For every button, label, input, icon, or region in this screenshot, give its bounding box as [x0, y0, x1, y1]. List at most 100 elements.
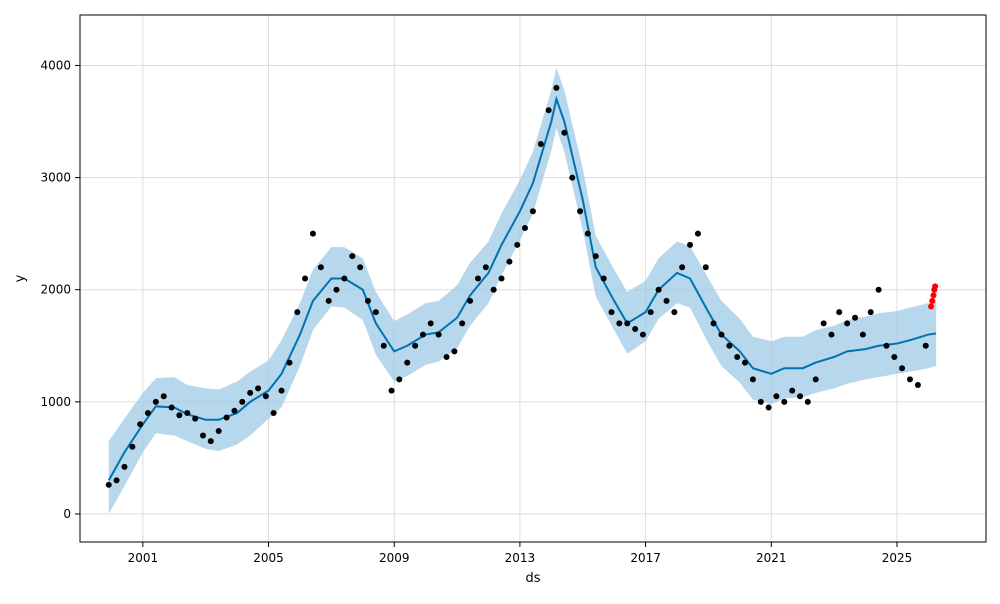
forecast-line-group	[107, 95, 937, 481]
observed-point	[129, 443, 136, 450]
observed-point	[474, 275, 481, 282]
observed-point	[906, 376, 913, 383]
observed-point	[702, 264, 709, 271]
observed-point	[286, 359, 293, 366]
observed-point	[718, 331, 725, 338]
observed-point	[435, 331, 442, 338]
x-axis-label: ds	[525, 571, 540, 586]
observed-point	[781, 398, 788, 405]
observed-point	[828, 331, 835, 338]
observed-point	[663, 297, 670, 304]
observed-point	[294, 309, 301, 316]
observed-point	[914, 382, 921, 389]
observed-point	[789, 387, 796, 394]
observed-point	[121, 463, 128, 470]
observed-point	[302, 275, 309, 282]
observed-point	[883, 342, 890, 349]
observed-point	[255, 385, 262, 392]
observed-point	[687, 241, 694, 248]
observed-point	[647, 309, 654, 316]
recent-point	[932, 283, 939, 290]
observed-point	[867, 309, 874, 316]
observed-point	[600, 275, 607, 282]
recent-point	[930, 292, 937, 299]
observed-point	[396, 376, 403, 383]
observed-point	[537, 140, 544, 147]
observed-point	[144, 410, 151, 417]
observed-point	[200, 432, 207, 439]
observed-point	[726, 342, 733, 349]
observed-point	[239, 398, 246, 405]
observed-point	[616, 320, 623, 327]
observed-point	[247, 389, 254, 396]
uncertainty-band	[108, 67, 937, 514]
observed-point	[184, 410, 191, 417]
observed-point	[655, 286, 662, 293]
x-tick-label: 2021	[756, 551, 787, 565]
recent-point	[928, 303, 935, 310]
observed-point	[380, 342, 387, 349]
x-tick-label: 2005	[253, 551, 284, 565]
observed-point	[333, 286, 340, 293]
observed-point	[105, 481, 112, 488]
y-tick-label: 4000	[40, 58, 71, 72]
observed-point	[231, 407, 238, 414]
observed-point	[482, 264, 489, 271]
observed-point	[113, 477, 120, 484]
observed-point	[192, 415, 199, 422]
observed-point	[262, 393, 269, 400]
observed-point	[820, 320, 827, 327]
observed-point	[404, 359, 411, 366]
observed-point	[757, 398, 764, 405]
observed-point	[160, 393, 167, 400]
observed-point	[749, 376, 756, 383]
observed-point	[797, 393, 804, 400]
observed-point	[773, 393, 780, 400]
observed-point	[207, 438, 214, 445]
observed-point	[679, 264, 686, 271]
y-tick-label: 0	[63, 507, 71, 521]
observed-point	[922, 342, 929, 349]
observed-point	[309, 230, 316, 237]
observed-point	[694, 230, 701, 237]
observed-point	[278, 387, 285, 394]
observed-point	[372, 309, 379, 316]
observed-point	[325, 297, 332, 304]
observed-point	[388, 387, 395, 394]
observed-point	[891, 353, 898, 360]
observed-point	[577, 208, 584, 215]
observed-point	[427, 320, 434, 327]
observed-point	[899, 365, 906, 372]
observed-point	[506, 258, 513, 265]
x-tick-label: 2013	[505, 551, 536, 565]
observed-point	[553, 84, 560, 91]
observed-point	[168, 404, 175, 411]
observed-point	[349, 253, 356, 260]
observed-point	[545, 107, 552, 114]
observed-point	[592, 253, 599, 260]
uncertainty-band-group	[108, 67, 937, 514]
observed-point	[412, 342, 419, 349]
x-tick-label: 2009	[379, 551, 410, 565]
y-tick-label: 2000	[40, 283, 71, 297]
observed-point	[844, 320, 851, 327]
observed-points-group	[105, 84, 929, 488]
observed-point	[584, 230, 591, 237]
observed-point	[152, 398, 159, 405]
observed-point	[804, 398, 811, 405]
y-axis-label: y	[13, 274, 28, 282]
observed-point	[317, 264, 324, 271]
y-tick-label: 3000	[40, 171, 71, 185]
observed-point	[419, 331, 426, 338]
observed-point	[270, 410, 277, 417]
recent-points-group	[928, 283, 939, 310]
observed-point	[742, 359, 749, 366]
observed-point	[529, 208, 536, 215]
observed-point	[443, 353, 450, 360]
forecast-line	[107, 95, 937, 481]
observed-point	[608, 309, 615, 316]
observed-point	[632, 325, 639, 332]
grid	[80, 15, 986, 542]
